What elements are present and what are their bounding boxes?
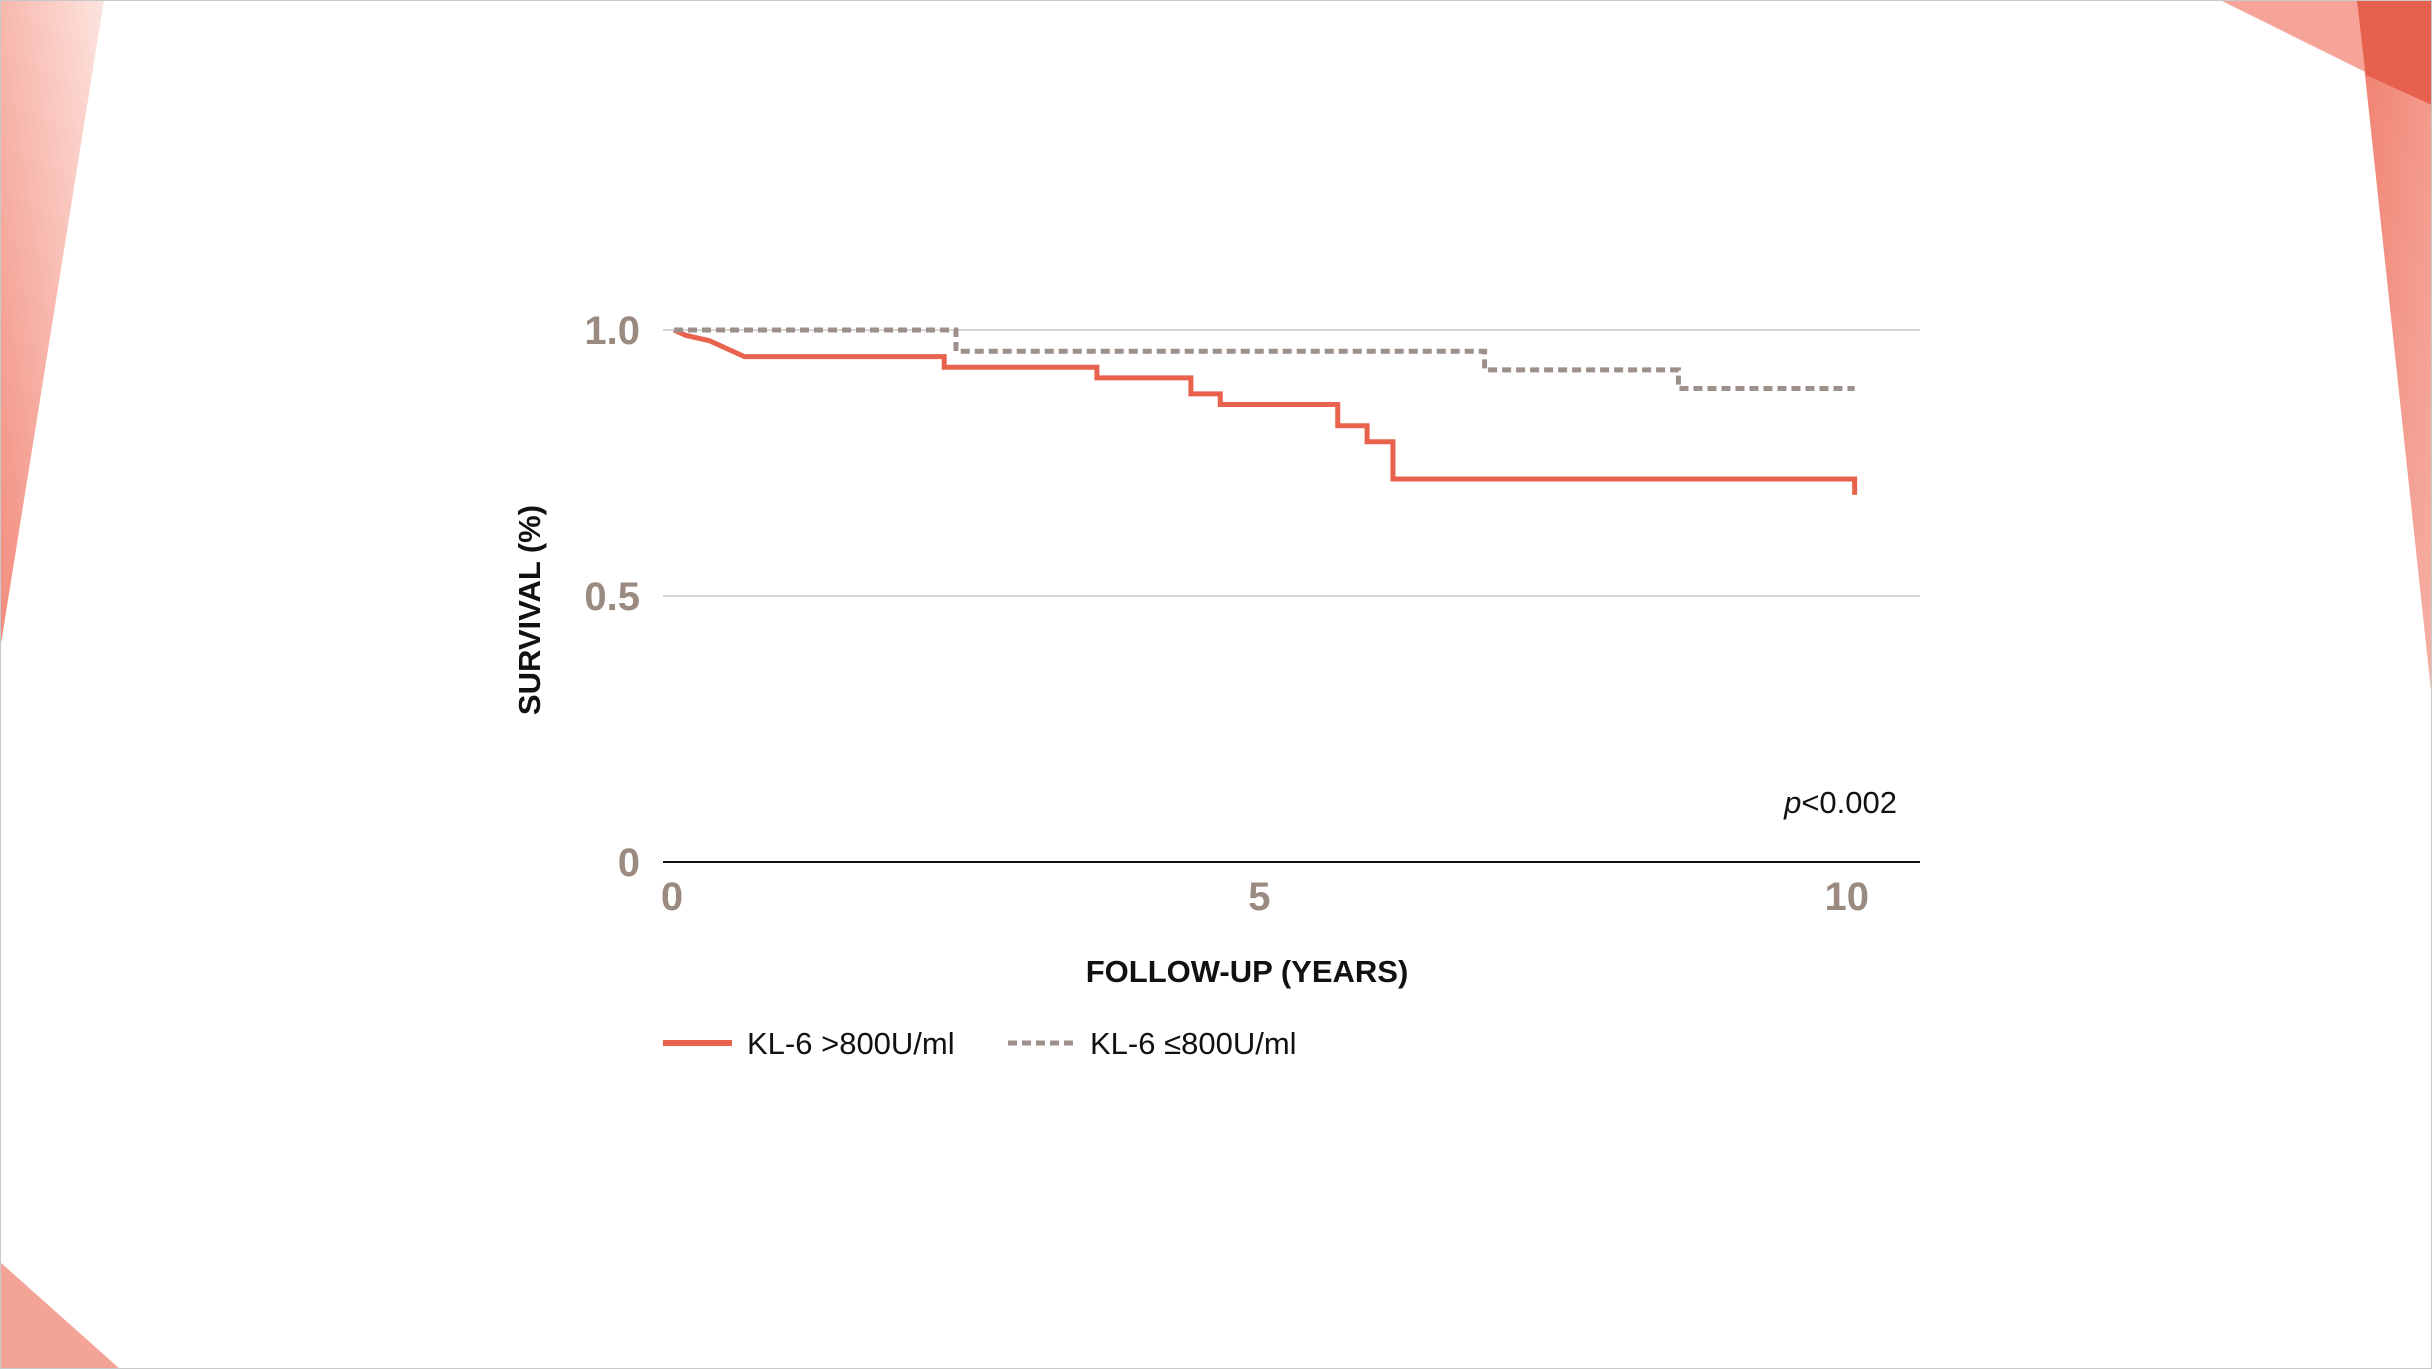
p-value-text: <0.002 (1801, 785, 1897, 820)
legend-label-low: KL-6 ≤800U/ml (1090, 1026, 1297, 1061)
legend: KL-6 >800U/ml KL-6 ≤800U/ml (663, 1026, 1297, 1061)
y-tick-label-1.0: 1.0 (584, 309, 640, 353)
bottom-left-shape (0, 1262, 120, 1369)
x-tick-label-0: 0 (661, 875, 683, 919)
x-tick-label-5: 5 (1248, 875, 1270, 919)
y-axis-title: SURVIVAL (%) (512, 505, 547, 715)
right-edge-shape (2357, 0, 2432, 700)
grid-layer (663, 329, 1920, 863)
series-line-kl6-high (672, 327, 1858, 495)
p-value-annotation: p<0.002 (1783, 785, 1897, 820)
y-tick-label-0: 0 (618, 841, 640, 885)
y-tick-label-0.5: 0.5 (584, 575, 640, 619)
p-value-symbol: p (1783, 785, 1801, 820)
series-layer (672, 327, 1858, 495)
x-tick-label-10: 10 (1825, 875, 1870, 919)
top-right-dark-shape (2357, 0, 2432, 105)
x-axis-ticks: 0 5 10 (661, 875, 1869, 919)
x-axis-title: FOLLOW-UP (YEARS) (1086, 954, 1409, 989)
legend-label-high: KL-6 >800U/ml (747, 1026, 955, 1061)
y-axis-ticks: 0 0.5 1.0 (584, 309, 640, 885)
series-line-kl6-low (674, 327, 1855, 392)
left-edge-shape (0, 0, 104, 650)
